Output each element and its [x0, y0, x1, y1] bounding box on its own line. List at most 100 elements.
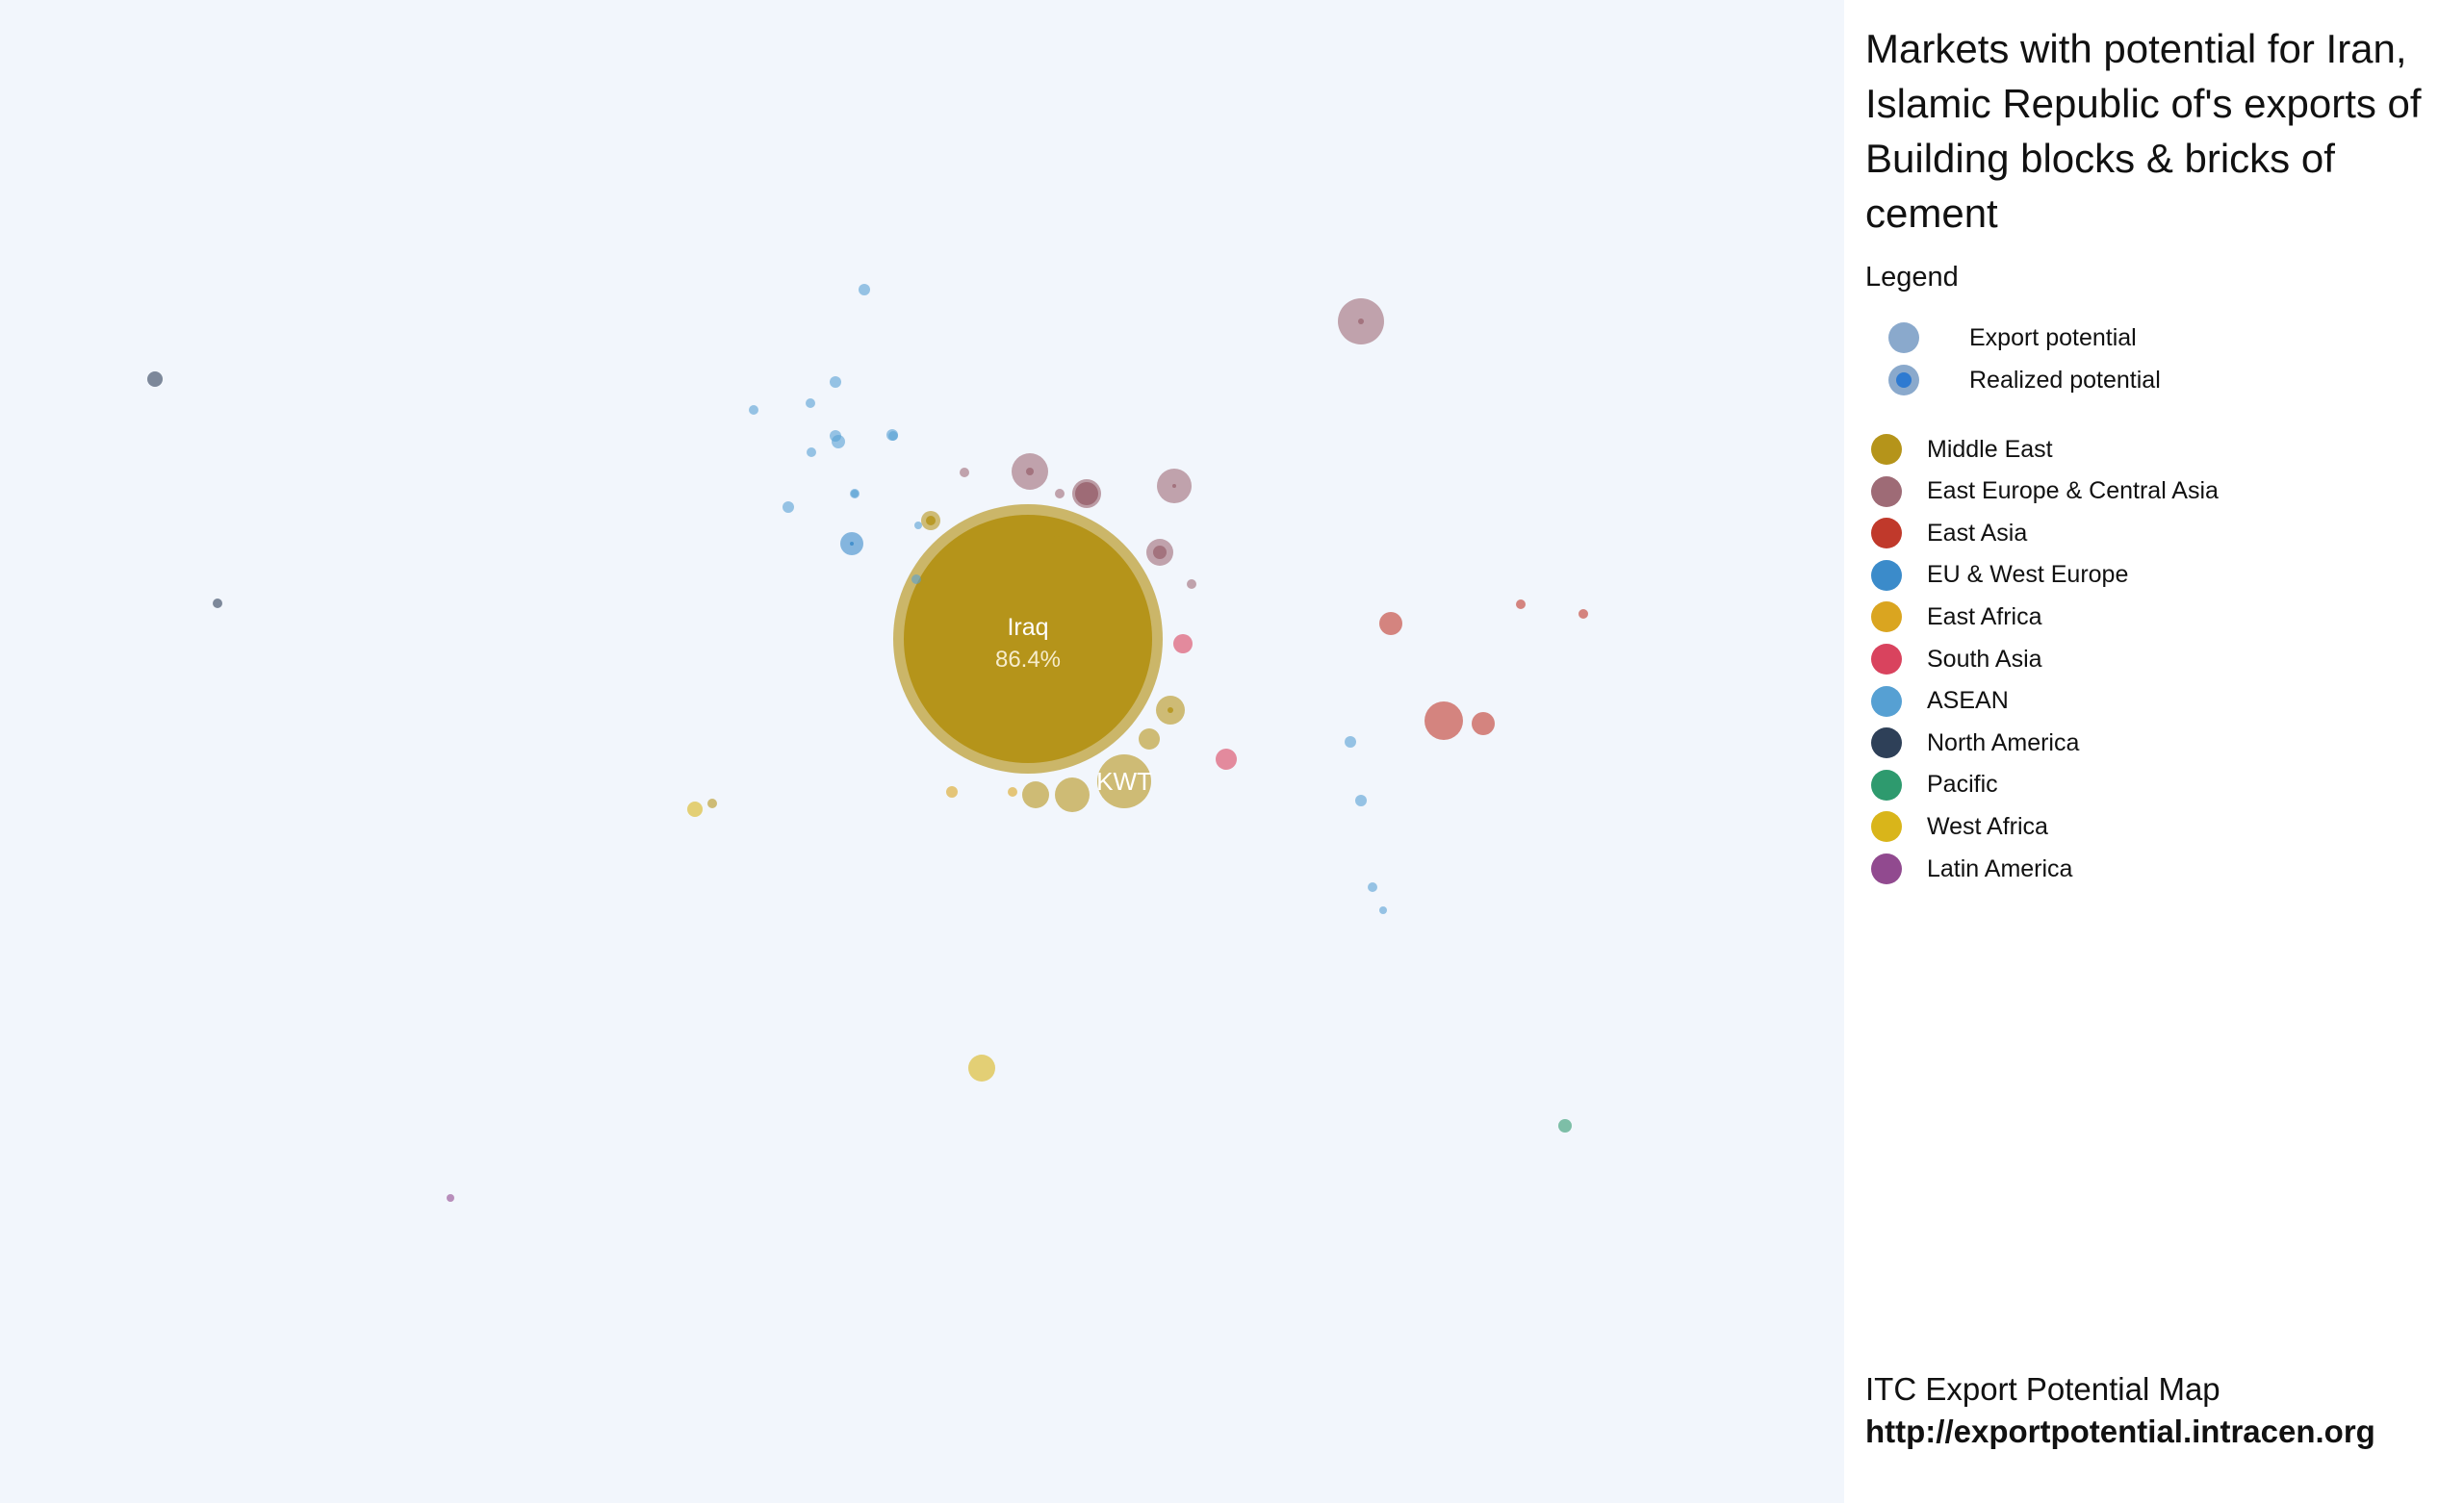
export-potential-circle[interactable]	[1055, 489, 1065, 498]
market-bubble-market-33[interactable]	[783, 501, 794, 513]
market-bubble-market-19[interactable]	[1173, 634, 1193, 653]
market-bubble-market-13[interactable]	[1072, 479, 1101, 508]
market-bubble-market-51[interactable]	[447, 1194, 454, 1202]
market-bubble-market-27[interactable]	[830, 376, 841, 388]
export-potential-circle[interactable]	[147, 371, 163, 387]
realized-potential-circle[interactable]	[1168, 707, 1173, 713]
market-bubble-market-48[interactable]	[946, 786, 958, 798]
export-potential-circle[interactable]	[1368, 882, 1377, 892]
market-bubble-market-39[interactable]	[911, 574, 921, 584]
market-bubble-market-37[interactable]	[830, 430, 841, 442]
export-potential-circle[interactable]	[830, 376, 841, 388]
market-bubble-market-7[interactable]	[921, 511, 940, 530]
export-potential-circle[interactable]	[783, 501, 794, 513]
market-bubble-market-38[interactable]	[851, 490, 859, 497]
market-bubble-kwt[interactable]: KWT	[1096, 754, 1152, 808]
export-potential-circle[interactable]	[830, 430, 841, 442]
market-bubble-iraq[interactable]: Iraq 86.4%	[893, 504, 1163, 774]
market-bubble-market-20[interactable]	[1424, 701, 1463, 740]
market-bubble-market-9[interactable]	[707, 799, 717, 808]
market-bubble-market-26[interactable]	[859, 284, 870, 295]
market-bubble-market-41[interactable]	[1355, 795, 1367, 806]
export-potential-circle[interactable]	[1216, 749, 1237, 770]
market-bubble-market-16[interactable]	[1055, 489, 1065, 498]
market-bubble-market-12[interactable]	[1157, 469, 1192, 503]
realized-potential-circle[interactable]	[850, 542, 854, 546]
export-potential-circle[interactable]	[447, 1194, 454, 1202]
realized-potential-circle[interactable]	[1172, 484, 1176, 488]
export-potential-circle[interactable]	[859, 284, 870, 295]
export-potential-circle[interactable]	[687, 802, 703, 817]
export-potential-circle[interactable]	[806, 398, 815, 408]
market-bubble-market-23[interactable]	[1516, 599, 1526, 609]
market-bubble-market-11[interactable]	[1012, 453, 1048, 490]
realized-potential-circle[interactable]	[1075, 482, 1098, 505]
bubble-chart-svg[interactable]: Iraq 86.4% KWT	[0, 0, 1844, 1503]
market-bubble-market-43[interactable]	[1379, 906, 1387, 914]
market-bubble-market-46[interactable]	[968, 1055, 995, 1082]
export-potential-circle[interactable]	[1139, 728, 1160, 750]
export-potential-circle[interactable]	[851, 490, 859, 497]
market-bubble-market-18[interactable]	[1216, 749, 1237, 770]
market-bubble-market-36[interactable]	[807, 447, 816, 457]
export-potential-circle[interactable]	[749, 405, 758, 415]
market-bubble-market-21[interactable]	[1379, 612, 1402, 635]
market-bubble-market-6[interactable]	[1139, 728, 1160, 750]
market-bubble-market-47[interactable]	[687, 802, 703, 817]
market-bubble-market-17[interactable]	[1187, 579, 1196, 589]
export-potential-circle[interactable]	[968, 1055, 995, 1082]
export-potential-circle[interactable]	[1472, 712, 1495, 735]
realized-potential-circle[interactable]	[904, 515, 1152, 763]
market-bubble-market-45[interactable]	[213, 599, 222, 608]
market-bubble-market-42[interactable]	[1368, 882, 1377, 892]
export-potential-circle[interactable]	[1424, 701, 1463, 740]
export-potential-circle[interactable]	[1516, 599, 1526, 609]
export-potential-circle[interactable]	[707, 799, 717, 808]
market-bubble-market-10[interactable]	[1338, 298, 1384, 344]
market-bubble-market-5[interactable]	[1022, 781, 1049, 808]
market-bubble-market-50[interactable]	[1558, 1119, 1572, 1133]
market-bubble-market-49[interactable]	[1008, 787, 1017, 797]
export-potential-circle[interactable]	[1379, 612, 1402, 635]
export-potential-circle[interactable]	[946, 786, 958, 798]
market-bubble-market-15[interactable]	[960, 468, 969, 477]
realized-potential-circle[interactable]	[926, 516, 936, 525]
export-potential-circle[interactable]	[1008, 787, 1017, 797]
export-potential-circle[interactable]	[914, 522, 922, 529]
market-bubble-market-3[interactable]	[1055, 777, 1090, 812]
bubble-map[interactable]: Iraq 86.4% KWT	[0, 0, 1844, 1503]
realized-potential-circle[interactable]	[1358, 318, 1364, 324]
export-potential-circle[interactable]	[807, 447, 816, 457]
legend-region-label: North America	[1927, 728, 2080, 756]
market-bubble-market-8[interactable]	[1052, 536, 1062, 546]
export-potential-circle[interactable]	[911, 574, 921, 584]
export-potential-circle[interactable]	[888, 431, 898, 441]
market-bubble-market-22[interactable]	[1472, 712, 1495, 735]
export-potential-circle[interactable]	[1052, 536, 1062, 546]
market-bubble-market-29[interactable]	[806, 398, 815, 408]
export-potential-circle[interactable]	[1022, 781, 1049, 808]
footer-url[interactable]: http://exportpotential.intracen.org	[1865, 1414, 2375, 1449]
market-bubble-market-35[interactable]	[914, 522, 922, 529]
export-potential-circle[interactable]	[1173, 634, 1193, 653]
market-bubble-market-44[interactable]	[147, 371, 163, 387]
market-bubble-market-4[interactable]	[1156, 696, 1185, 725]
export-potential-circle[interactable]	[1345, 736, 1356, 748]
market-bubble-market-34[interactable]	[888, 431, 898, 441]
realized-potential-circle[interactable]	[1153, 546, 1167, 559]
export-potential-circle[interactable]	[213, 599, 222, 608]
market-bubble-market-28[interactable]	[749, 405, 758, 415]
export-potential-circle[interactable]	[960, 468, 969, 477]
market-bubble-market-24[interactable]	[1578, 609, 1588, 619]
export-potential-circle[interactable]	[1097, 754, 1151, 808]
realized-potential-circle[interactable]	[1026, 468, 1034, 475]
export-potential-circle[interactable]	[1187, 579, 1196, 589]
export-potential-circle[interactable]	[1055, 777, 1090, 812]
export-potential-circle[interactable]	[1355, 795, 1367, 806]
export-potential-circle[interactable]	[1578, 609, 1588, 619]
market-bubble-market-14[interactable]	[1146, 539, 1173, 566]
market-bubble-market-40[interactable]	[1345, 736, 1356, 748]
export-potential-circle[interactable]	[1558, 1119, 1572, 1133]
market-bubble-market-25[interactable]	[840, 532, 863, 555]
export-potential-circle[interactable]	[1379, 906, 1387, 914]
